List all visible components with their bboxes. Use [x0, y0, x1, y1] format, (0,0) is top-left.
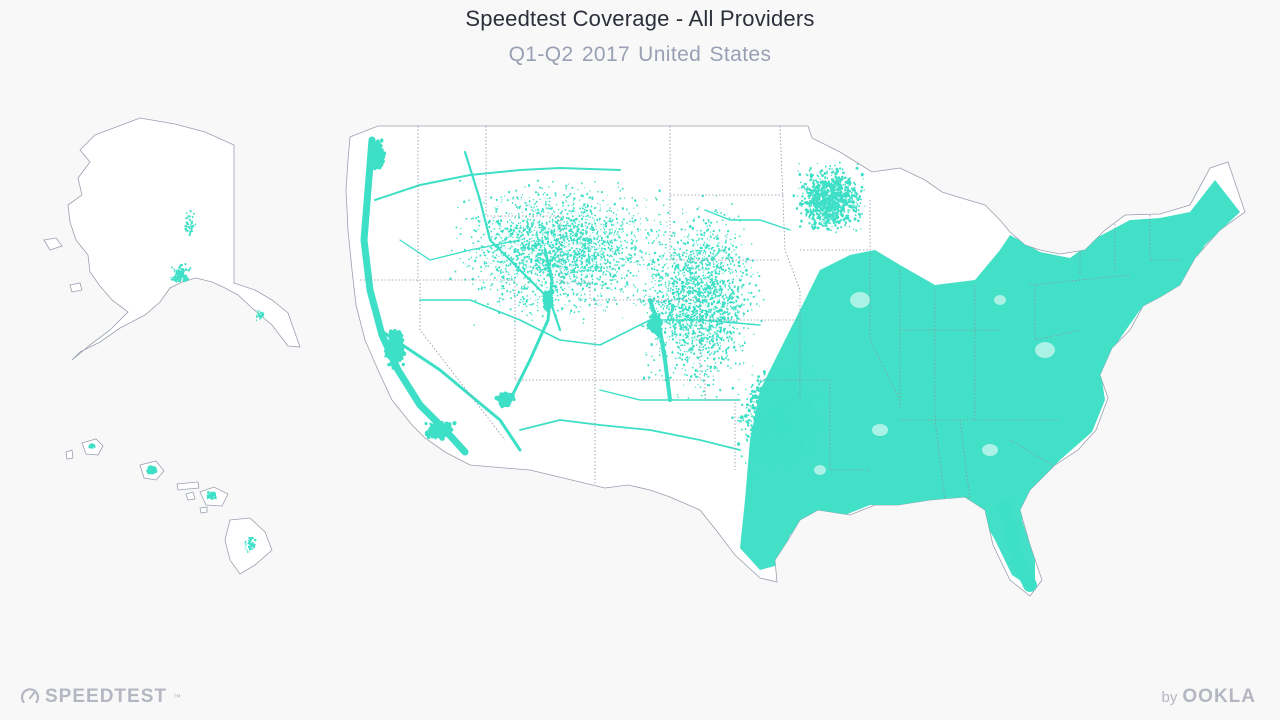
- hawaii-island-lanai: [185, 491, 196, 501]
- coverage-dots-west: [449, 179, 668, 326]
- alaska-island-nunivak: [69, 282, 83, 293]
- coverage-gap: [994, 295, 1006, 305]
- ookla-wordmark: OOKLA: [1182, 686, 1256, 707]
- coverage-seattle: [369, 138, 387, 171]
- coverage-hawaii-big-island: [244, 536, 257, 553]
- coverage-denver: [646, 313, 664, 337]
- coverage-phoenix: [494, 391, 516, 409]
- coverage-road-utah: [508, 248, 554, 402]
- coverage-alaska-fairbanks: [184, 210, 197, 237]
- coverage-hawaii-maui: [206, 491, 217, 500]
- coverage-road-colorado: [648, 298, 672, 402]
- coverage-california-central: [383, 328, 407, 370]
- speedometer-icon: [20, 688, 40, 704]
- hawaii-island-molokai: [176, 481, 200, 491]
- coverage-gap: [872, 424, 888, 436]
- lake-michigan: [926, 202, 948, 280]
- coverage-road-i80: [419, 299, 761, 346]
- alaska-island-west: [43, 237, 63, 251]
- alaska-shape: [67, 117, 301, 361]
- coverage-road-i10: [519, 419, 741, 451]
- coverage-road-dakotas: [704, 209, 791, 231]
- map-title: Speedtest Coverage - All Providers: [465, 6, 815, 31]
- ookla-by-text: by: [1161, 689, 1178, 706]
- map-period: Q1-Q2 2017: [508, 43, 631, 66]
- speedtest-logo: SPEEDTEST ™: [20, 686, 181, 708]
- coverage-los-angeles: [424, 420, 457, 441]
- trademark-symbol: ™: [172, 692, 181, 702]
- coverage-alaska-anchorage: [170, 263, 192, 283]
- conus-coverage: [360, 136, 1240, 592]
- coverage-gap: [954, 220, 966, 240]
- alaska-coverage: [170, 210, 265, 322]
- map-subtitle: Q1-Q2 2017 United States: [0, 43, 1280, 67]
- coverage-road-north: [374, 167, 621, 201]
- speedtest-wordmark: SPEEDTEST: [45, 686, 167, 707]
- coverage-alaska-juneau: [255, 310, 265, 322]
- coverage-gap: [982, 444, 998, 456]
- hawaii-island-kahoolawe: [199, 506, 208, 514]
- coverage-east-dense: [740, 180, 1240, 590]
- state-borders: [360, 126, 1180, 501]
- coverage-road-i40: [599, 389, 741, 401]
- coverage-florida: [998, 498, 1037, 592]
- coverage-salt-lake: [542, 288, 555, 313]
- hawaii-island-niihau: [65, 449, 74, 460]
- hawaii-island-maui: [199, 486, 229, 507]
- coverage-gap: [850, 292, 870, 308]
- coverage-hawaii-kauai: [88, 443, 96, 449]
- coverage-dots-plains: [635, 194, 765, 399]
- coverage-dots-texas: [731, 364, 825, 478]
- coverage-dots-minnesota: [792, 161, 866, 234]
- hawaii-shape: [65, 438, 273, 575]
- coverage-hawaii-oahu: [146, 465, 158, 475]
- coverage-gap: [1035, 342, 1055, 358]
- coverage-road-oregon: [399, 239, 521, 261]
- coverage-gap: [814, 465, 826, 475]
- hawaii-coverage: [88, 443, 257, 553]
- map-region: United States: [638, 43, 772, 66]
- ookla-logo: by OOKLA: [1162, 686, 1256, 708]
